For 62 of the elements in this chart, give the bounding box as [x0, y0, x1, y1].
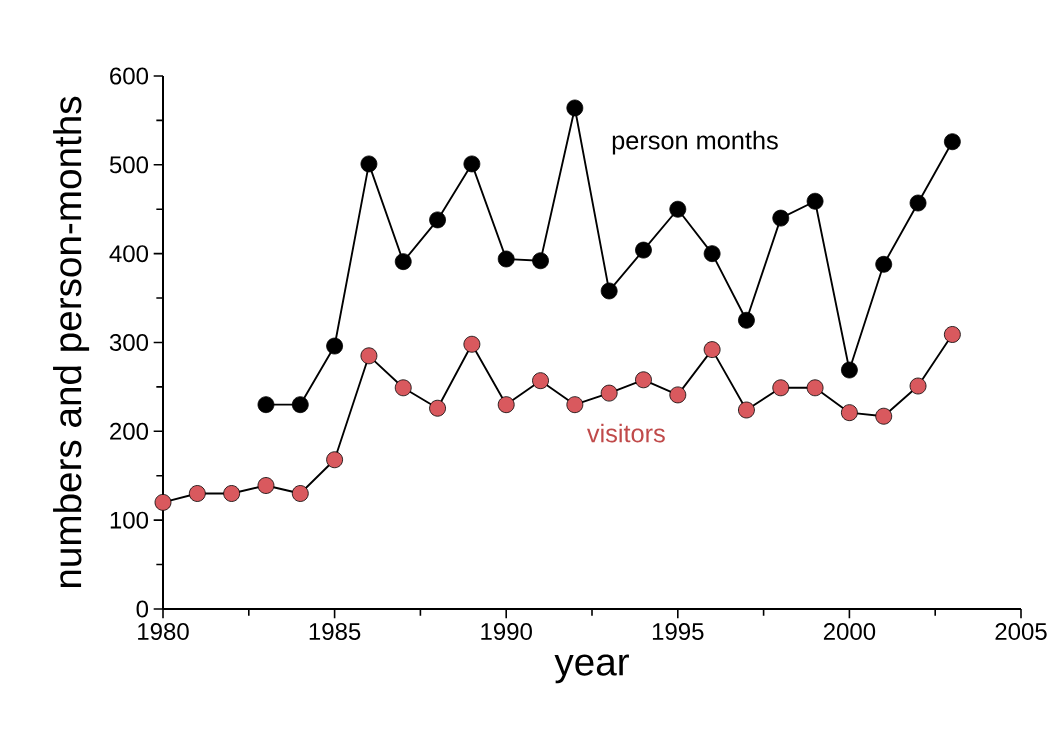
y-tick-label: 0	[136, 600, 149, 618]
series-label: person months	[612, 130, 778, 155]
x-tick-label: 1980	[138, 623, 189, 641]
point	[188, 485, 206, 502]
point	[669, 386, 687, 404]
y-tick-label: 100	[110, 511, 149, 529]
point	[909, 194, 927, 212]
x-tick-label: 2000	[823, 623, 876, 641]
x-tick-label: 1985	[309, 623, 361, 641]
point	[497, 396, 515, 414]
point	[463, 335, 481, 353]
x-tick-label: 1995	[652, 623, 704, 641]
point	[772, 209, 790, 227]
point	[669, 200, 687, 218]
point	[772, 379, 790, 397]
point	[429, 399, 446, 417]
point	[532, 372, 549, 390]
point	[326, 451, 343, 469]
series-label: visitors	[586, 423, 665, 443]
x-tick-label: 2005	[995, 623, 1047, 641]
point	[943, 326, 961, 343]
point	[566, 396, 584, 414]
point	[394, 379, 412, 397]
point	[532, 252, 549, 270]
point	[943, 133, 961, 151]
point	[875, 255, 893, 273]
point	[600, 282, 618, 300]
point	[738, 401, 755, 419]
point	[841, 361, 858, 379]
point	[463, 155, 481, 173]
point	[291, 485, 309, 502]
point	[566, 99, 584, 117]
point	[429, 211, 446, 229]
point	[738, 311, 755, 329]
point	[703, 341, 721, 358]
x-tick-label: 1990	[481, 623, 532, 641]
y-tick-label: 400	[109, 245, 149, 263]
point	[257, 396, 275, 414]
point	[635, 371, 652, 389]
point	[394, 253, 412, 271]
y-tick-label: 300	[109, 333, 149, 351]
point	[360, 347, 378, 365]
point	[875, 407, 893, 425]
x-axis-title: year	[554, 654, 629, 684]
point	[909, 377, 927, 395]
point	[635, 241, 652, 259]
point	[600, 384, 618, 402]
point	[326, 337, 343, 355]
point	[257, 477, 275, 494]
y-tick-label: 200	[110, 422, 149, 440]
point	[497, 250, 515, 268]
y-axis-title: numbers and person-months	[53, 96, 90, 588]
y-tick-label: 600	[110, 67, 149, 85]
point	[841, 404, 858, 422]
y-tick-label: 500	[109, 156, 149, 174]
point	[360, 155, 378, 173]
point	[291, 396, 309, 414]
point	[806, 379, 824, 397]
point	[806, 192, 824, 210]
point	[154, 493, 172, 511]
point	[223, 485, 241, 502]
point	[703, 245, 721, 263]
